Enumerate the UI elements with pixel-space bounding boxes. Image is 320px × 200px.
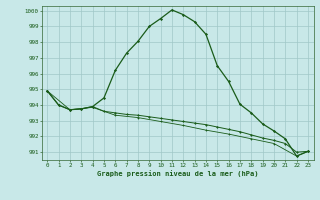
X-axis label: Graphe pression niveau de la mer (hPa): Graphe pression niveau de la mer (hPa) (97, 170, 258, 177)
